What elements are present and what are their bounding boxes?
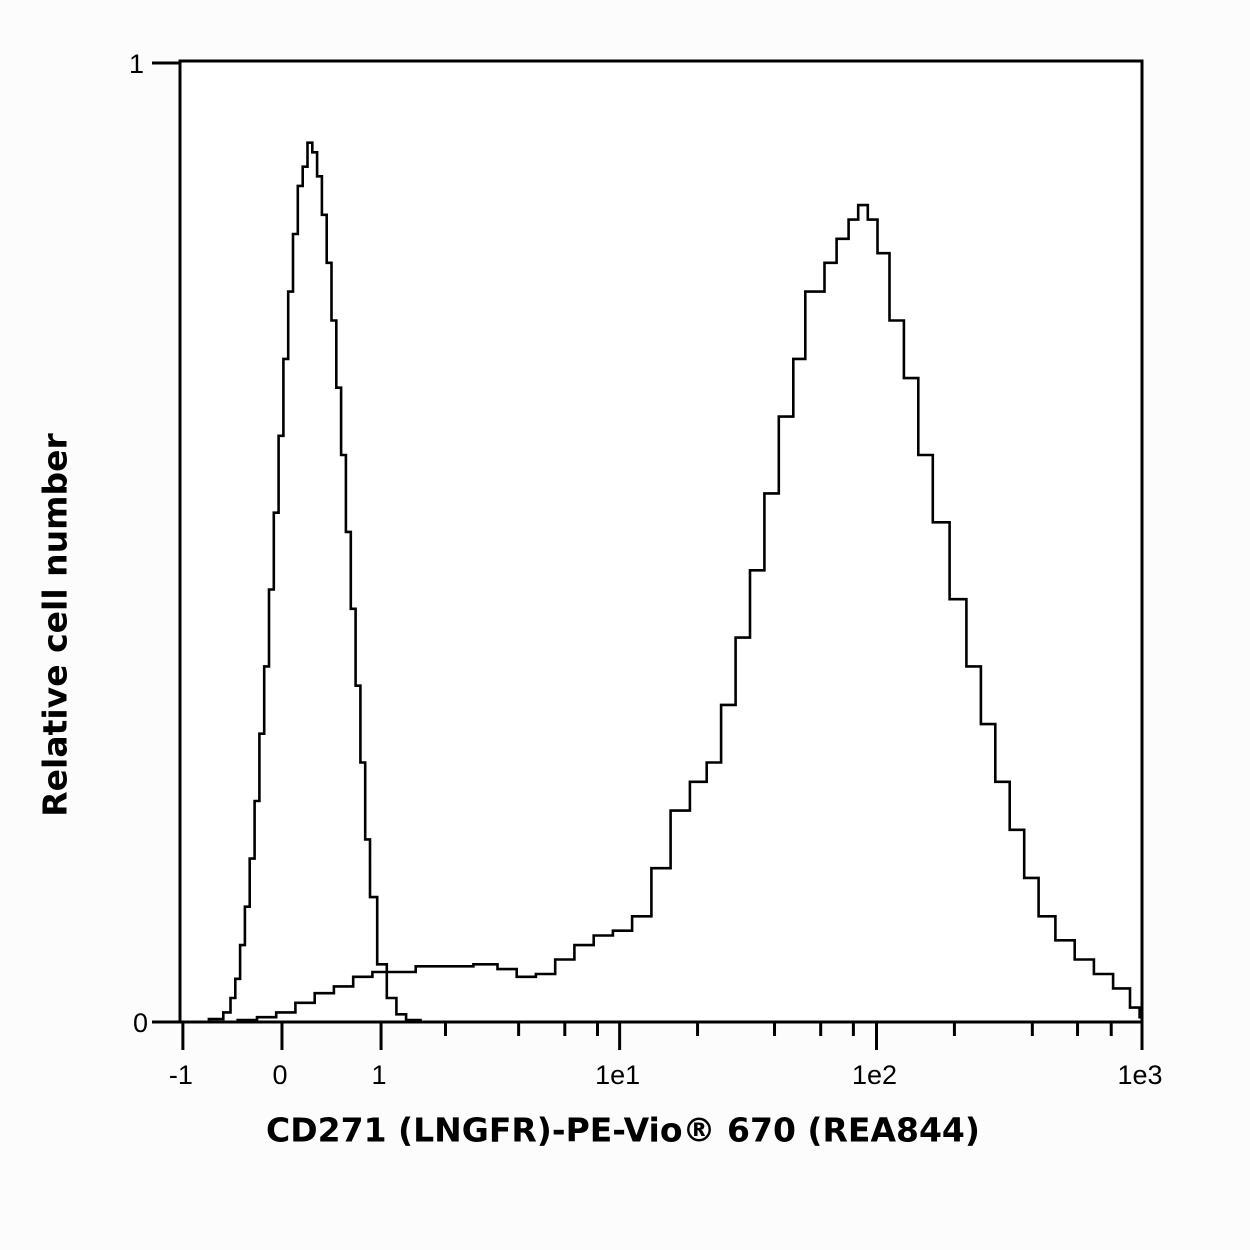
y-tick-label-1: 1 <box>129 49 144 79</box>
x-tick-label: 1e3 <box>1117 1060 1162 1090</box>
histogram-curves <box>199 141 1142 1024</box>
axes: 1 0 -1 0 1 1e1 1e2 1e3 <box>129 49 1163 1090</box>
x-tick-label: 1e1 <box>595 1060 640 1090</box>
negative-control-curve <box>199 141 431 1024</box>
plot-frame <box>178 59 1144 1024</box>
x-tick-label: 1 <box>372 1060 387 1090</box>
x-axis-label: CD271 (LNGFR)-PE-Vio® 670 (REA844) <box>266 1110 980 1150</box>
y-tick-label-0: 0 <box>133 1008 148 1038</box>
y-axis-label: Relative cell number <box>35 433 75 817</box>
x-tick-label: 0 <box>272 1060 287 1090</box>
x-tick-label: 1e2 <box>852 1060 897 1090</box>
plot-area <box>178 59 1144 1024</box>
x-tick-label: -1 <box>169 1060 193 1090</box>
stained-sample-curve <box>228 203 1142 1024</box>
